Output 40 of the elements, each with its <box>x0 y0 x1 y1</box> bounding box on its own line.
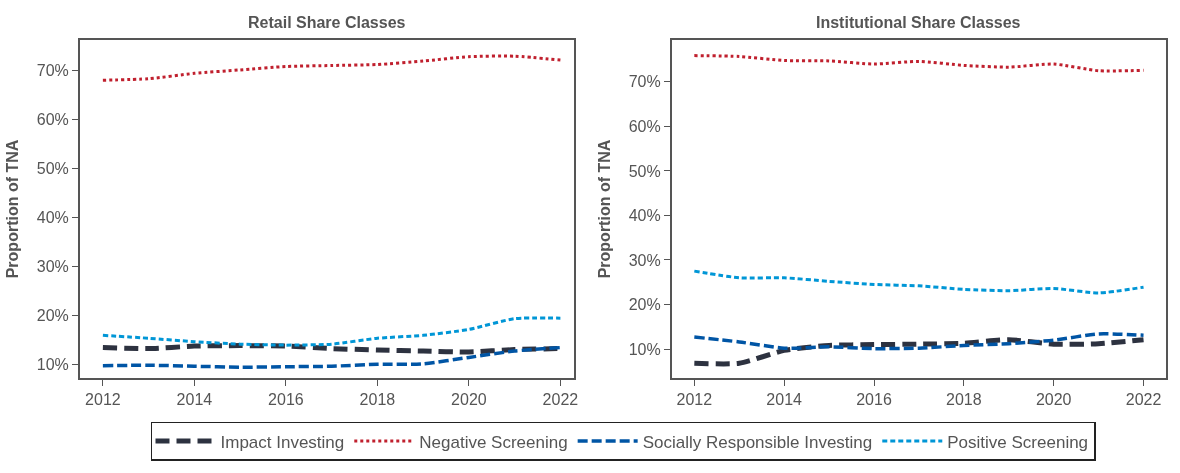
chart-title: Retail Share Classes <box>248 14 406 31</box>
y-tick-label: 10% <box>36 356 69 374</box>
y-axis-title: Proportion of TNA <box>596 139 614 279</box>
x-tick-label: 2012 <box>676 391 713 409</box>
y-tick-label: 20% <box>628 296 661 314</box>
y-tick-label: 60% <box>36 111 69 129</box>
x-tick-label: 2022 <box>1125 391 1162 409</box>
line-series <box>101 54 562 82</box>
x-tick-label: 2014 <box>766 391 803 409</box>
y-tick-label: 60% <box>628 117 661 135</box>
legend-label: Socially Responsible Investing <box>642 432 873 452</box>
y-tick-label: 40% <box>628 207 661 225</box>
x-tick-label: 2018 <box>359 391 396 409</box>
x-tick-label: 2022 <box>542 391 579 409</box>
line-series <box>692 54 1146 73</box>
legend-label: Impact Investing <box>220 432 345 452</box>
x-tick-label: 2020 <box>1035 391 1072 409</box>
y-tick-label: 30% <box>36 258 69 276</box>
line-series <box>101 345 563 369</box>
line-series <box>101 316 562 347</box>
legend-label: Negative Screening <box>419 432 568 452</box>
line-series <box>692 332 1146 351</box>
y-tick-label: 50% <box>628 162 661 180</box>
y-tick-label: 30% <box>628 251 661 269</box>
line-series <box>692 269 1146 295</box>
x-tick-label: 2014 <box>176 391 213 409</box>
y-tick-label: 70% <box>36 62 69 80</box>
y-tick-label: 10% <box>628 340 661 358</box>
y-tick-label: 40% <box>36 209 69 227</box>
y-tick-label: 20% <box>36 307 69 325</box>
chart-title: Institutional Share Classes <box>816 14 1021 31</box>
legend-label: Positive Screening <box>947 432 1089 452</box>
y-axis-title: Proportion of TNA <box>4 139 22 279</box>
y-tick-label: 50% <box>36 160 69 178</box>
x-tick-label: 2016 <box>856 391 892 409</box>
x-tick-label: 2012 <box>85 391 121 409</box>
x-tick-label: 2018 <box>946 391 982 409</box>
x-tick-label: 2020 <box>451 391 487 409</box>
y-tick-label: 70% <box>628 73 661 91</box>
x-tick-label: 2016 <box>268 391 304 409</box>
